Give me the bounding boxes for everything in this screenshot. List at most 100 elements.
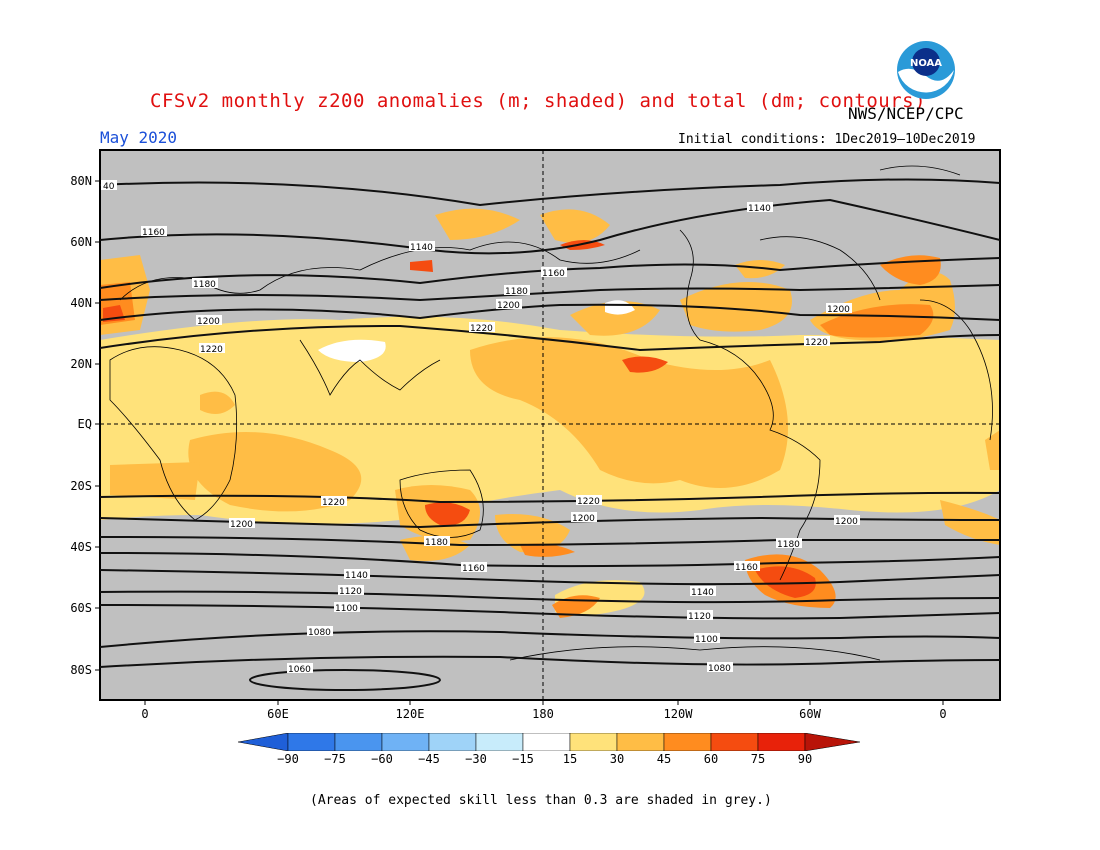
lat-label: 20N [70, 357, 92, 371]
svg-text:1140: 1140 [410, 243, 433, 253]
contour-label: 1180 [192, 278, 218, 290]
contour-label: 1140 [747, 202, 773, 214]
colorbar-label: 15 [562, 752, 578, 766]
svg-text:1060: 1060 [288, 665, 311, 675]
svg-text:1200: 1200 [827, 305, 850, 315]
agency-label: NWS/NCEP/CPC [848, 104, 964, 123]
contour-label: 1160 [141, 226, 167, 238]
colorbar-label: 75 [750, 752, 766, 766]
skill-footnote: (Areas of expected skill less than 0.3 a… [310, 793, 772, 808]
svg-text:1200: 1200 [572, 514, 595, 524]
svg-text:1220: 1220 [322, 498, 345, 508]
contour-label: 1160 [541, 267, 567, 279]
svg-text:1160: 1160 [462, 564, 485, 574]
svg-text:1220: 1220 [805, 338, 828, 348]
lon-label: 60E [267, 707, 289, 721]
svg-text:1200: 1200 [497, 301, 520, 311]
contour-label: 1140 [409, 241, 435, 253]
svg-text:1080: 1080 [708, 664, 731, 674]
svg-text:1200: 1200 [230, 520, 253, 530]
contour-label: 1220 [199, 343, 225, 355]
contour-label: 1200 [826, 303, 852, 315]
contour-label: 1160 [734, 561, 760, 573]
lat-label: 40S [70, 540, 92, 554]
coastlines [109, 165, 993, 661]
lat-label: EQ [77, 417, 92, 431]
chart-title: CFSv2 monthly z200 anomalies (m; shaded)… [150, 90, 927, 112]
colorbar-label: 30 [609, 752, 625, 766]
contour-label: 1140 [690, 586, 716, 598]
contour-label: 1200 [196, 315, 222, 327]
svg-text:1180: 1180 [193, 280, 216, 290]
contour-label: 1220 [321, 496, 347, 508]
svg-text:1200: 1200 [197, 317, 220, 327]
contour-label: 1220 [804, 336, 830, 348]
lat-label: 80N [70, 174, 92, 188]
colorbar-label: −75 [324, 752, 346, 766]
svg-text:1220: 1220 [577, 497, 600, 507]
initial-conditions: Initial conditions: 1Dec2019—10Dec2019 [678, 132, 976, 147]
height-contours [100, 178, 1000, 691]
contour-label: 1160 [461, 562, 487, 574]
svg-text:1220: 1220 [200, 345, 223, 355]
contour-label: 1120 [338, 585, 364, 597]
svg-text:1140: 1140 [691, 588, 714, 598]
colorbar-label: −60 [371, 752, 393, 766]
svg-text:1140: 1140 [748, 204, 771, 214]
svg-text:1180: 1180 [777, 540, 800, 550]
svg-text:1220: 1220 [470, 324, 493, 334]
svg-text:NOAA: NOAA [910, 58, 942, 69]
lon-label: 180 [532, 707, 554, 721]
contour-label: 1120 [687, 610, 713, 622]
svg-text:1160: 1160 [735, 563, 758, 573]
svg-text:40: 40 [103, 182, 115, 192]
noaa-logo: NOAA [897, 41, 955, 99]
lat-label: 60S [70, 601, 92, 615]
forecast-period: May 2020 [100, 128, 178, 147]
svg-text:1140: 1140 [345, 571, 368, 581]
lon-label: 120W [663, 707, 693, 721]
colorbar-label: −15 [512, 752, 534, 766]
lat-label: 60N [70, 235, 92, 249]
colorbar-label: −45 [418, 752, 440, 766]
svg-text:1080: 1080 [308, 628, 331, 638]
colorbar-label: −90 [277, 752, 299, 766]
svg-text:1120: 1120 [339, 587, 362, 597]
contour-label: 1200 [571, 512, 597, 524]
lat-label: 80S [70, 663, 92, 677]
anomaly-shading [100, 150, 1000, 700]
contour-label: 1080 [307, 626, 333, 638]
svg-text:1100: 1100 [695, 635, 718, 645]
svg-text:1180: 1180 [505, 287, 528, 297]
contour-label: 40 [101, 180, 117, 192]
lon-label: 0 [141, 707, 149, 721]
contour-label: 1140 [344, 569, 370, 581]
colorbar-label: 60 [703, 752, 719, 766]
contour-label: 1060 [287, 663, 313, 675]
colorbar-label: 90 [797, 752, 813, 766]
lat-label: 40N [70, 296, 92, 310]
svg-text:1200: 1200 [835, 517, 858, 527]
svg-text:1180: 1180 [425, 538, 448, 548]
lat-label: 20S [70, 479, 92, 493]
lon-label: 120E [395, 707, 425, 721]
contour-label: 1180 [424, 536, 450, 548]
contour-label: 1180 [776, 538, 802, 550]
svg-text:1120: 1120 [688, 612, 711, 622]
svg-text:1160: 1160 [142, 228, 165, 238]
contour-label: 1200 [496, 299, 522, 311]
contour-label: 1200 [834, 515, 860, 527]
contour-label: 1080 [707, 662, 733, 674]
contour-label: 1180 [504, 285, 530, 297]
colorbar-label: 45 [656, 752, 672, 766]
svg-text:1100: 1100 [335, 604, 358, 614]
contour-label: 1100 [694, 633, 720, 645]
svg-text:1160: 1160 [542, 269, 565, 279]
contour-label: 1220 [469, 322, 495, 334]
contour-label: 1100 [334, 602, 360, 614]
contour-labels: 40 1160 1140 1140 1160 1180 1180 1200 12… [101, 180, 860, 675]
lon-label: 0 [939, 707, 947, 721]
lon-label: 60W [799, 707, 821, 721]
contour-label: 1200 [229, 518, 255, 530]
